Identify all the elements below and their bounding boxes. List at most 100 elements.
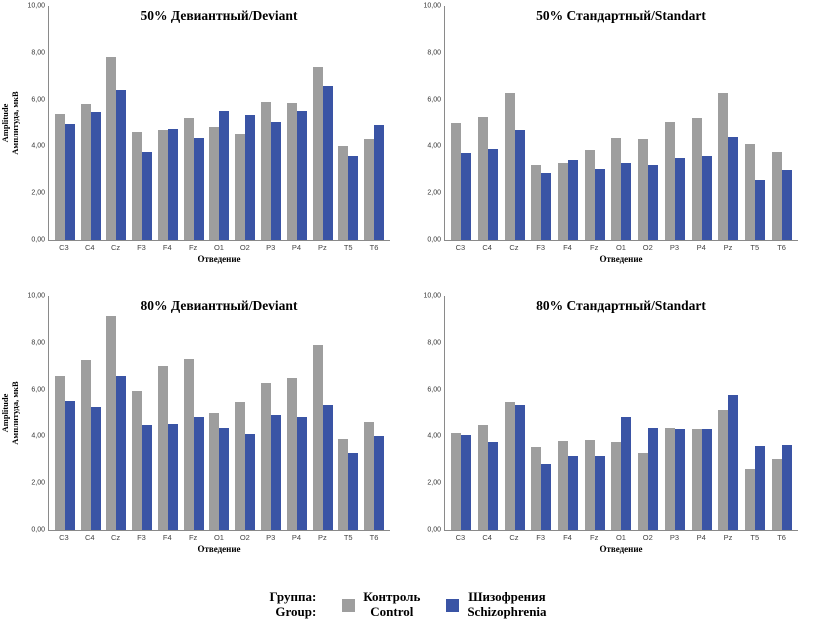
x-axis-label: Отведение	[197, 544, 241, 554]
category-label-fz: Fz	[188, 533, 198, 542]
bar-group-p3	[258, 6, 284, 240]
bar-control-fz	[183, 359, 194, 530]
bar-schizophrenia-c4	[90, 407, 101, 530]
y-tick-label: 10,00	[423, 2, 441, 10]
bar-control-c3	[451, 123, 462, 240]
bar-schizophrenia-c4	[488, 442, 499, 530]
category-label-p4: P4	[696, 243, 706, 252]
bar-schizophrenia-p3	[271, 121, 281, 240]
x-axis-categories: C3 C4 Cz F3 F4 Fz O1 O2 P3 P4 Pz T5 T6	[444, 243, 798, 252]
category-label-c4: C4	[84, 243, 95, 252]
bar-control-p4	[691, 429, 702, 530]
bar-control-t6	[364, 139, 375, 240]
bar-control-o1	[611, 138, 622, 240]
category-label-f4: F4	[162, 243, 172, 252]
bar-schizophrenia-f4	[167, 423, 178, 530]
chart-panel-50-deviant: Amplitude Амплитуда, мкВ 0,00 2,00 4,00 6,0…	[0, 0, 408, 290]
legend: Группа: Group: Контроль Control Шизофрен…	[0, 580, 816, 630]
plot-column: 80% Стандартный/Standart C3 C4 Cz F3 F4 Fz O1 O…	[444, 296, 812, 580]
plot-area	[48, 296, 390, 531]
y-tick-label: 2,00	[427, 189, 441, 197]
category-label-f4: F4	[563, 533, 572, 542]
legend-item-schizophrenia-label: Шизофрения Schizophrenia	[467, 589, 546, 620]
bar-group-t5	[335, 296, 361, 530]
bar-schizophrenia-p4	[296, 111, 307, 240]
bar-group-f4	[555, 6, 582, 240]
y-tick-label: 0,00	[427, 526, 441, 534]
bar-control-c4	[80, 104, 91, 240]
x-axis-label: Отведение	[599, 544, 643, 554]
category-label-c3: C3	[59, 243, 69, 252]
bar-schizophrenia-fz	[594, 456, 605, 530]
bar-control-t6	[364, 422, 375, 530]
category-label-f4: F4	[162, 533, 172, 542]
bar-group-c4	[475, 6, 502, 240]
category-label-p4: P4	[696, 533, 706, 542]
category-label-p4: P4	[291, 533, 302, 542]
bar-group-p4	[284, 296, 310, 530]
bar-control-c4	[80, 360, 91, 530]
category-label-t6: T6	[777, 533, 786, 542]
plot-area	[444, 296, 798, 531]
bar-control-o1	[209, 126, 220, 240]
bar-group-pz	[715, 296, 742, 530]
y-tick-label: 6,00	[31, 96, 45, 104]
bar-schizophrenia-f3	[142, 152, 153, 240]
category-label-cz: Cz	[509, 243, 519, 252]
bar-control-f3	[132, 132, 143, 240]
category-label-fz: Fz	[590, 533, 599, 542]
y-tick-label: 4,00	[31, 142, 45, 150]
category-label-cz: Cz	[509, 533, 519, 542]
bar-control-o2	[235, 402, 246, 530]
bar-schizophrenia-c4	[488, 148, 499, 240]
bar-schizophrenia-fz	[193, 416, 204, 530]
schizophrenia-color-swatch	[446, 598, 460, 612]
bar-control-f3	[531, 446, 542, 530]
bar-schizophrenia-f3	[541, 464, 552, 530]
chart-panel-80-standart: 0,00 2,00 4,00 6,00 8,00 10,00 80% Стандартны…	[408, 290, 816, 580]
bar-control-f4	[558, 441, 569, 530]
category-label-pz: Pz	[317, 243, 327, 252]
y-tick-label: 0,00	[31, 526, 45, 534]
legend-group-label-en: Group:	[275, 604, 317, 619]
bar-control-p4	[286, 103, 297, 240]
category-label-o2: O2	[642, 243, 653, 252]
category-label-f3: F3	[536, 533, 546, 542]
bar-schizophrenia-pz	[322, 404, 333, 530]
y-axis-ticks: 0,00 2,00 4,00 6,00 8,00 10,00	[416, 292, 444, 534]
y-tick-label: 10,00	[423, 292, 441, 300]
bar-group-pz	[715, 6, 742, 240]
y-tick-label: 4,00	[31, 432, 45, 440]
y-tick-label: 10,00	[27, 292, 45, 300]
bar-schizophrenia-t6	[781, 169, 792, 240]
bar-control-o2	[638, 452, 649, 530]
bar-schizophrenia-o1	[621, 162, 632, 240]
bar-schizophrenia-p4	[296, 416, 307, 530]
plot-column: 50% Девиантный/Deviant C3 C4 Cz F3 F4 Fz O1 O2 P…	[48, 6, 404, 290]
bar-schizophrenia-o1	[621, 416, 632, 530]
bar-group-cz	[104, 296, 130, 530]
bar-group-fz	[581, 6, 608, 240]
bar-group-f3	[528, 6, 555, 240]
bar-schizophrenia-p3	[674, 429, 685, 530]
bar-schizophrenia-o1	[219, 111, 230, 240]
bar-group-t6	[361, 6, 387, 240]
bar-group-pz	[310, 6, 336, 240]
bar-group-f4	[155, 6, 181, 240]
category-label-pz: Pz	[723, 533, 733, 542]
bar-group-o1	[207, 296, 233, 530]
bar-schizophrenia-t6	[781, 444, 792, 530]
bar-schizophrenia-p4	[701, 155, 712, 240]
bar-group-cz	[104, 6, 130, 240]
category-label-f4: F4	[563, 243, 572, 252]
bar-group-p3	[258, 296, 284, 530]
category-label-o1: O1	[213, 243, 224, 252]
bar-group-fz	[581, 296, 608, 530]
bar-schizophrenia-f4	[568, 160, 579, 240]
bar-schizophrenia-t5	[348, 452, 359, 530]
bar-schizophrenia-o1	[219, 428, 230, 530]
y-tick-label: 6,00	[31, 386, 45, 394]
bar-group-c3	[448, 296, 475, 530]
bar-group-f3	[129, 296, 155, 530]
legend-item-control-label: Контроль Control	[363, 589, 420, 620]
